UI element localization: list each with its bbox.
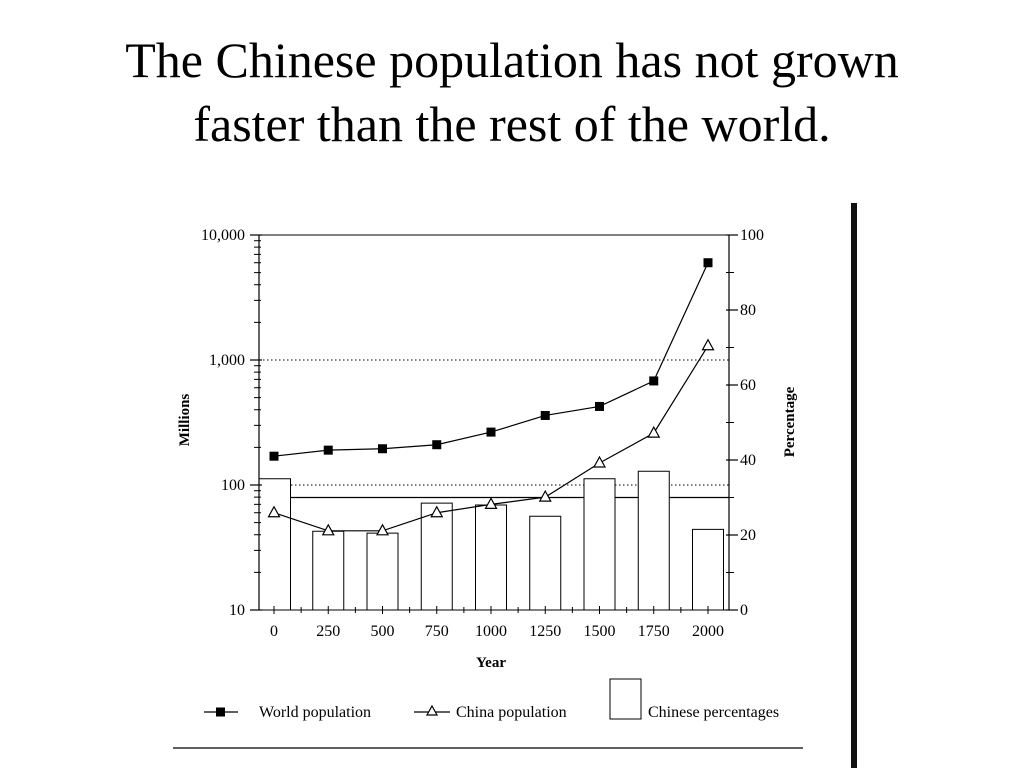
x-tick-label-1750: 1750 <box>638 623 670 640</box>
world-population-point-250 <box>323 445 333 455</box>
world-population-point-1000 <box>486 427 496 437</box>
x-tick-label-250: 250 <box>316 623 340 640</box>
china-population-point-1250 <box>538 489 552 502</box>
legend-world-marker <box>216 707 225 717</box>
left-tick-label-0: 10 <box>229 602 245 619</box>
right-tick-label-3: 60 <box>740 377 756 394</box>
slide-title-line-1: The Chinese population has not grown <box>125 32 899 88</box>
right-tick-label-0: 0 <box>740 602 748 619</box>
x-tick-label-500: 500 <box>371 623 395 640</box>
legend-percent-label: Chinese percentages <box>648 704 779 721</box>
legend-world-label: World population <box>259 704 371 721</box>
china-population-point-1500 <box>592 455 607 468</box>
bars <box>258 470 724 611</box>
world-population-line <box>273 262 709 457</box>
world-population-point-0 <box>269 451 279 461</box>
bar-750 <box>420 502 453 611</box>
bar-1250 <box>529 515 562 611</box>
china-population-point-2000 <box>701 338 715 351</box>
right-tick-label-4: 80 <box>740 302 756 319</box>
china-population-point-0 <box>267 505 281 518</box>
scan-edge-bar <box>851 203 857 768</box>
x-tick-label-750: 750 <box>425 623 449 640</box>
world-population-point-1500 <box>595 401 604 411</box>
china-population-point-500 <box>375 523 390 536</box>
legend-china-population: China population <box>414 704 567 721</box>
legend: World population China population Chines… <box>204 678 779 721</box>
left-tick-label-3: 10,000 <box>201 227 245 244</box>
world-population-point-1250 <box>540 410 550 420</box>
legend-chinese-percentages: Chinese percentages <box>609 678 779 721</box>
plot-area <box>258 234 730 611</box>
bar-250 <box>312 530 345 611</box>
china-population-point-250 <box>321 523 335 536</box>
world-population-point-750 <box>432 440 442 450</box>
slide-title: The Chinese population has not grown fas… <box>0 28 1024 156</box>
china-population-point-1000 <box>484 497 498 509</box>
slide-title-line-2: faster than the rest of the world. <box>193 96 831 152</box>
bar-500 <box>366 532 399 611</box>
y-axis-label-right: Percentage <box>782 386 798 457</box>
left-tick-label-1: 100 <box>221 477 245 494</box>
bar-1500 <box>583 478 616 611</box>
world-population-point-2000 <box>703 258 713 268</box>
right-tick-label-5: 100 <box>740 227 764 244</box>
right-axis: 0 20 40 60 80 100 <box>726 227 764 619</box>
x-tick-label-0: 0 <box>270 623 278 640</box>
bar-1750 <box>637 470 670 611</box>
legend-world-population: World population <box>204 704 371 721</box>
x-tick-label-1000: 1000 <box>475 623 507 640</box>
y-axis-label-left: Millions <box>177 394 193 447</box>
world-population-point-500 <box>378 444 387 454</box>
world-population-point-1750 <box>649 376 659 386</box>
left-tick-label-2: 1,000 <box>209 352 245 369</box>
left-axis: 10 100 1,000 10,000 <box>201 227 262 619</box>
x-axis: 0 250 500 750 1000 1250 1500 1750 2000 <box>270 606 724 640</box>
legend-china-marker <box>425 704 439 716</box>
bar-0 <box>258 478 291 611</box>
bar-2000 <box>692 528 724 611</box>
x-tick-label-1250: 1250 <box>529 623 561 640</box>
x-axis-label: Year <box>476 655 506 671</box>
china-population-point-750 <box>430 505 444 518</box>
legend-china-label: China population <box>456 704 567 721</box>
series-markers <box>267 258 715 536</box>
x-tick-label-2000: 2000 <box>692 623 724 640</box>
legend-percent-swatch <box>609 678 642 720</box>
right-tick-label-1: 20 <box>740 527 756 544</box>
china-population-point-1750 <box>647 425 661 438</box>
bar-1000 <box>475 504 507 611</box>
right-tick-label-2: 40 <box>740 452 756 469</box>
x-tick-label-1500: 1500 <box>584 623 616 640</box>
